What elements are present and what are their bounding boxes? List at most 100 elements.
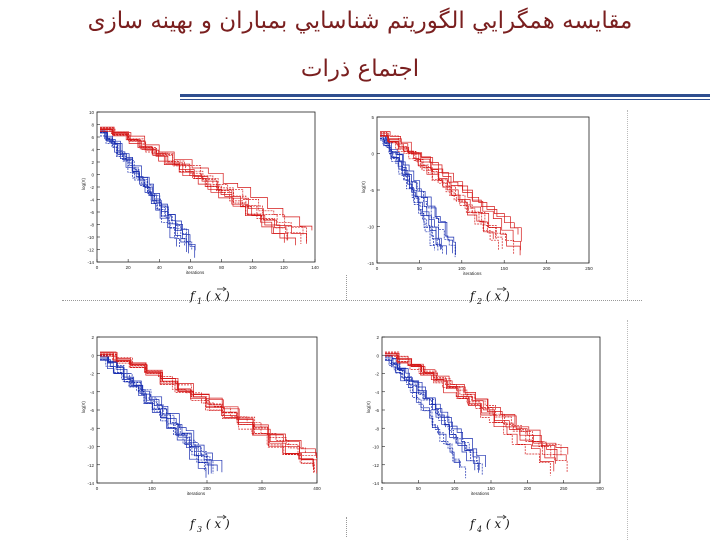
- xtick-label-f2: 150: [500, 266, 508, 271]
- curve-blue-f2: [380, 139, 443, 255]
- curve-blue-f1: [100, 130, 189, 254]
- row-separator-top: [62, 300, 642, 301]
- vector-arrowhead-f4: [502, 514, 507, 520]
- curve-blue-f3: [100, 356, 223, 473]
- curve-red-f4: [385, 354, 555, 472]
- xtick-label-f1: 20: [126, 265, 132, 270]
- ytick-label-f1: -14: [87, 260, 94, 265]
- curve-red-f1: [100, 128, 285, 243]
- curve-red-f2: [380, 133, 497, 239]
- curve-blue-f3: [100, 359, 207, 471]
- curve-blue-f1: [100, 131, 177, 247]
- vector-arrowhead-f2: [502, 286, 507, 292]
- curve-red-f1: [100, 128, 289, 241]
- curve-blue-f4: [385, 355, 476, 471]
- curve-red-f4: [385, 352, 558, 461]
- xtick-label-f4: 300: [596, 486, 604, 491]
- curve-red-f1: [100, 129, 296, 246]
- column-separator-top: [346, 275, 347, 300]
- curve-blue-f3: [100, 358, 211, 466]
- ytick-label-f4: -6: [375, 408, 379, 413]
- curve-red-f4: [385, 356, 562, 456]
- xtick-label-f1: 40: [157, 265, 163, 270]
- curve-red-f3: [100, 354, 315, 473]
- curve-red-f3: [100, 353, 314, 474]
- xtick-label-f2: 50: [417, 266, 423, 271]
- xtick-label-f1: 140: [311, 265, 319, 270]
- y-axis-label-f4: log(X): [366, 401, 371, 414]
- curve-blue-f1: [100, 135, 185, 246]
- ytick-label-f3: 0: [91, 353, 94, 358]
- ytick-label-f1: -12: [87, 248, 94, 253]
- curve-red-f2: [380, 132, 519, 235]
- curve-red-f1: [100, 127, 288, 241]
- curve-red-f2: [380, 136, 515, 254]
- curve-red-f4: [385, 351, 568, 473]
- caption-f1: f 1 ( x ): [189, 289, 230, 306]
- ytick-label-f4: -14: [372, 481, 379, 486]
- curve-red-f2: [380, 131, 521, 251]
- curve-red-f1: [100, 126, 313, 231]
- ytick-label-f2: 5: [371, 115, 374, 120]
- slide-title-line-2: اجتماع ذرات: [300, 56, 420, 82]
- plot-frame-f2: [376, 116, 590, 264]
- y-axis-label-f1: log(X): [81, 178, 86, 191]
- xtick-label-f1: 80: [219, 265, 225, 270]
- curve-red-f4: [385, 351, 551, 476]
- ytick-label-f1: 4: [91, 148, 94, 153]
- curve-blue-f4: [385, 360, 461, 468]
- ytick-label-f1: 10: [89, 110, 95, 115]
- ytick-label-f2: -5: [370, 188, 374, 193]
- ytick-label-f2: 0: [371, 152, 374, 157]
- vector-arrowhead-f1: [222, 286, 227, 292]
- vector-arrowhead-f3: [222, 514, 227, 520]
- xtick-label-f3: 400: [313, 486, 321, 491]
- ytick-label-f4: 2: [376, 335, 379, 340]
- curve-red-f3: [100, 351, 314, 467]
- ytick-label-f3: -6: [90, 408, 94, 413]
- curve-blue-f4: [385, 357, 461, 470]
- ytick-label-f3: -4: [90, 390, 94, 395]
- xtick-label-f4: 50: [416, 486, 422, 491]
- slide-title-line-1: مقايسه همگرايي الگوريتم شناسايي بمباران …: [87, 8, 633, 34]
- xtick-label-f1: 60: [188, 265, 194, 270]
- xtick-label-f3: 0: [96, 486, 99, 491]
- ytick-label-f1: -10: [87, 235, 94, 240]
- ytick-label-f4: 0: [376, 353, 379, 358]
- ytick-label-f1: 6: [91, 135, 94, 140]
- ytick-label-f1: -8: [90, 223, 94, 228]
- curve-blue-f1: [100, 132, 180, 248]
- curve-blue-f2: [380, 138, 439, 251]
- xtick-label-f4: 100: [451, 486, 459, 491]
- curve-red-f2: [380, 131, 499, 251]
- xtick-label-f4: 150: [487, 486, 495, 491]
- x-axis-label-f2: iterations: [463, 271, 482, 276]
- ytick-label-f4: -4: [375, 390, 379, 395]
- curve-red-f1: [100, 131, 307, 244]
- ytick-label-f4: -12: [372, 463, 379, 468]
- xtick-label-f1: 0: [96, 265, 99, 270]
- curve-blue-f2: [380, 137, 453, 254]
- ytick-label-f3: -8: [90, 426, 94, 431]
- xtick-label-f2: 0: [376, 266, 379, 271]
- curve-red-f3: [100, 354, 318, 461]
- xtick-label-f1: 120: [280, 265, 288, 270]
- xtick-label-f3: 300: [258, 486, 266, 491]
- curve-red-f1: [100, 128, 302, 244]
- title-rule-top: [180, 94, 710, 97]
- caption-f2: f 2 ( x ): [469, 289, 510, 306]
- ytick-label-f2: -10: [367, 225, 374, 230]
- curve-red-f2: [380, 135, 521, 256]
- curve-blue-f4: [385, 357, 479, 473]
- right-edge-bottom: [627, 320, 628, 540]
- ytick-label-f3: 2: [91, 335, 94, 340]
- ytick-label-f4: -10: [372, 445, 379, 450]
- curve-red-f3: [100, 355, 306, 454]
- ytick-label-f4: -8: [375, 426, 379, 431]
- curve-red-f4: [385, 354, 556, 464]
- curve-red-f3: [100, 352, 318, 474]
- curve-blue-f1: [100, 135, 187, 246]
- curve-red-f3: [100, 355, 317, 458]
- ytick-label-f1: 0: [91, 173, 94, 178]
